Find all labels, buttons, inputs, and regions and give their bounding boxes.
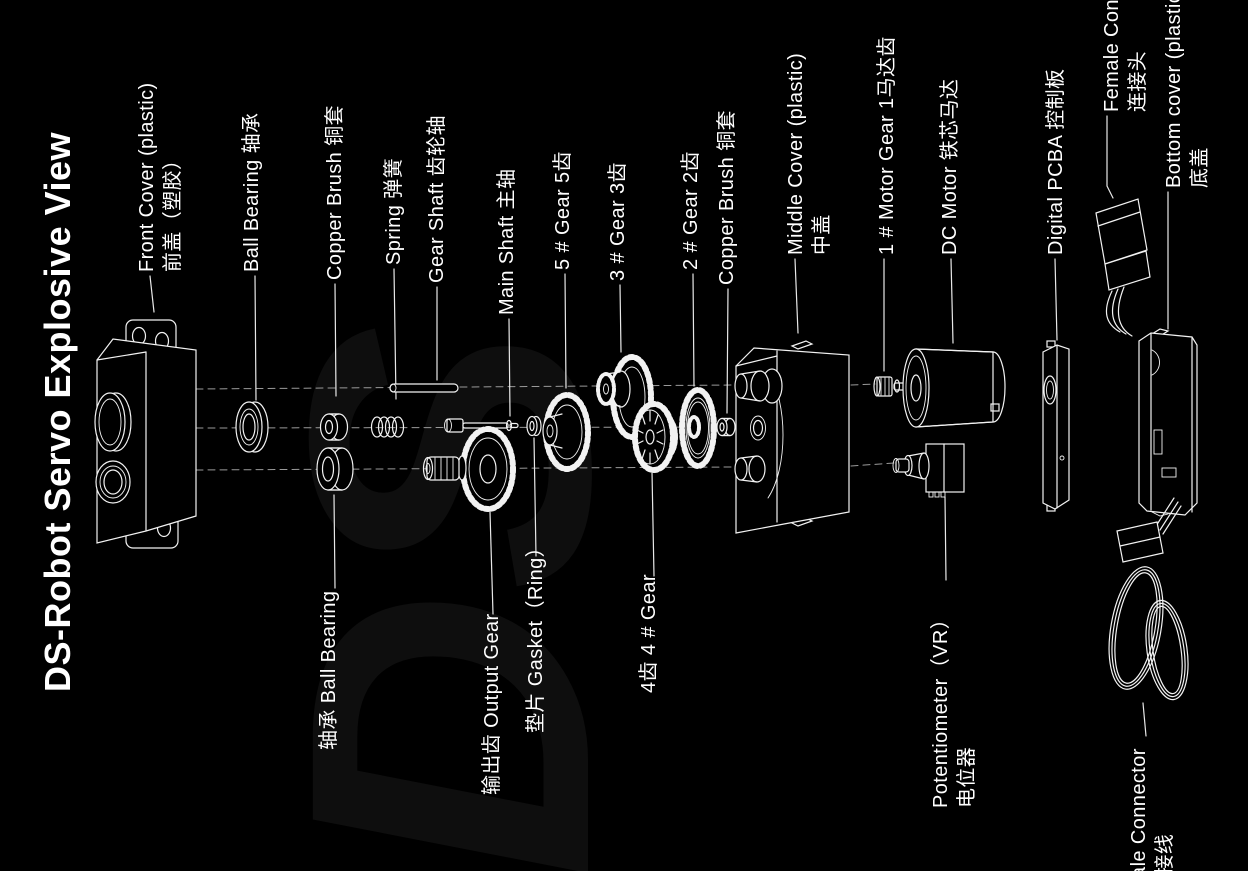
label-gear-shaft: Gear Shaft 齿轮轴 bbox=[426, 115, 448, 283]
bottom-cover-drawing bbox=[1138, 328, 1198, 517]
label-copper-brush-upper: Copper Brush 铜套 bbox=[324, 105, 346, 280]
label-gear-2: 2 # Gear 2齿 bbox=[680, 151, 702, 270]
label-front-cover-en: Front Cover (plastic) bbox=[136, 82, 158, 272]
label-female-connector: Female Connector 连接头 bbox=[1101, 0, 1149, 112]
label-motor-gear-1: 1 # Motor Gear 1马达齿 bbox=[876, 36, 898, 255]
leader-lines bbox=[149, 115, 1169, 737]
copper-brush-upper-drawing bbox=[319, 413, 349, 441]
label-potentiometer: Potentiometer（VR） 电位器 bbox=[930, 608, 978, 808]
label-ball-bearing-top: Ball Bearing 轴承 bbox=[241, 112, 263, 272]
label-male-connector: Male Connector 连接线 bbox=[1128, 748, 1176, 871]
label-front-cover-zh: 前盖（塑胶） bbox=[162, 149, 184, 272]
middle-cover-drawing bbox=[734, 340, 850, 534]
label-spring: Spring 弹簧 bbox=[383, 158, 405, 265]
gear-shaft-drawing bbox=[389, 383, 459, 393]
label-bottom-cover: Bottom cover (plastic) 底盖 bbox=[1163, 0, 1211, 188]
male-connector-cable-drawing bbox=[1108, 497, 1189, 701]
ball-bearing-drawing bbox=[235, 401, 269, 453]
gear-4-drawing bbox=[632, 401, 678, 473]
front-cover-drawing bbox=[94, 319, 197, 549]
label-copper-brush-mid: Copper Brush 铜套 bbox=[716, 110, 738, 285]
ball-bearing-lower-drawing bbox=[316, 447, 354, 491]
gear-2-drawing bbox=[679, 387, 717, 469]
label-dc-motor: DC Motor 铁芯马达 bbox=[939, 78, 961, 255]
bevel-spokes bbox=[636, 410, 664, 464]
gear-5-drawing bbox=[542, 392, 591, 472]
label-gasket: 垫片 Gasket（Ring） bbox=[525, 536, 547, 733]
gasket-drawing bbox=[526, 415, 542, 437]
label-gear-3: 3 # Gear 3齿 bbox=[607, 162, 629, 281]
potentiometer-drawing bbox=[892, 443, 965, 498]
label-gear-5: 5 # Gear 5齿 bbox=[552, 151, 574, 270]
label-ball-bearing-bottom: 轴承 Ball Bearing bbox=[318, 590, 340, 750]
label-middle-cover: Middle Cover (plastic) 中盖 bbox=[785, 52, 833, 255]
female-connector-drawing bbox=[1095, 198, 1151, 337]
output-gear-drawing bbox=[422, 426, 516, 512]
label-output-gear: 输出齿 Output Gear bbox=[481, 613, 503, 795]
digital-pcba-drawing bbox=[1042, 340, 1070, 512]
copper-brush-mid-drawing bbox=[716, 417, 736, 437]
spring-drawing bbox=[370, 416, 405, 438]
dc-motor-drawing bbox=[893, 348, 1006, 428]
page-title: DS-Robot Servo Explosive View bbox=[37, 132, 78, 692]
label-front-cover: Front Cover (plastic) 前盖（塑胶） bbox=[134, 82, 186, 272]
label-digital-pcba: Digital PCBA 控制板 bbox=[1045, 68, 1067, 255]
label-main-shaft: Main Shaft 主轴 bbox=[496, 168, 518, 315]
label-gear-4: 4齿 4 # Gear bbox=[638, 574, 660, 693]
motor-gear-1-drawing bbox=[873, 376, 893, 397]
